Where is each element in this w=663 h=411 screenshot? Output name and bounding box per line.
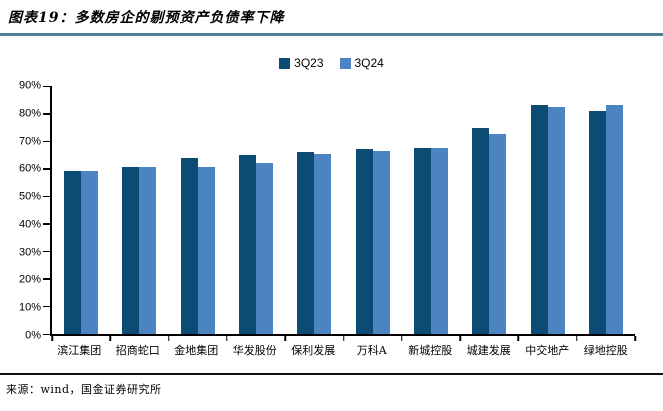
bar-3q24 xyxy=(547,107,565,334)
plot-column: 滨江集团 招商蛇口 金地集团 华发股份 保利发展 万科A 新城控股 城建发展 中交地产 绿地控股 xyxy=(43,85,636,358)
legend-swatch-3q23 xyxy=(279,57,291,69)
y-axis-label: 0% xyxy=(25,329,41,342)
bar-group xyxy=(285,86,343,334)
bar-3q24 xyxy=(81,171,99,334)
x-axis-label: 华发股份 xyxy=(232,344,277,357)
title-divider xyxy=(0,33,663,36)
y-axis-label: 10% xyxy=(18,301,41,314)
x-axis-label: 保利发展 xyxy=(291,344,336,357)
y-axis-labels: 0% 10% 20% 30% 40% 50% 60% 70% 80% 90% xyxy=(0,80,50,341)
x-axis-label: 新城控股 xyxy=(408,344,453,357)
bar-3q23 xyxy=(239,155,257,334)
bar-group xyxy=(169,86,227,334)
bar-3q23 xyxy=(64,171,82,334)
legend-label-3q24: 3Q24 xyxy=(354,56,384,70)
bar-3q23 xyxy=(588,110,606,334)
y-axis-label: 40% xyxy=(18,218,41,231)
y-axis-tick xyxy=(43,250,50,253)
y-axis-tick xyxy=(43,305,50,308)
y-axis-tick xyxy=(43,223,50,225)
bar-group xyxy=(577,86,635,334)
y-axis-label: 70% xyxy=(18,135,41,148)
y-axis-tick xyxy=(43,113,50,115)
y-axis-label: 30% xyxy=(18,246,41,259)
legend-label-3q23: 3Q23 xyxy=(294,56,324,70)
x-axis-tick xyxy=(634,336,636,341)
x-axis-tick xyxy=(459,336,461,341)
x-axis-label: 招商蛇口 xyxy=(115,344,160,357)
bar-3q24 xyxy=(197,166,215,334)
bar-group xyxy=(518,86,576,334)
x-axis-tick xyxy=(51,336,53,341)
bar-chart: 0% 10% 20% 30% 40% 50% 60% 70% 80% 90% 滨江集团 招商蛇口 金地… xyxy=(0,80,663,358)
x-axis-tick xyxy=(109,336,112,341)
y-axis-tick xyxy=(43,168,50,170)
x-axis-tick xyxy=(575,336,578,341)
y-axis-label: 80% xyxy=(18,107,41,120)
bar-3q23 xyxy=(297,151,315,334)
y-axis-label: 20% xyxy=(18,273,41,286)
x-axis-tick xyxy=(517,336,520,341)
y-axis-label: 90% xyxy=(18,79,41,92)
bar-3q24 xyxy=(605,105,623,334)
bar-3q24 xyxy=(489,134,507,334)
bar-3q23 xyxy=(413,148,431,334)
x-axis-label: 中交地产 xyxy=(525,344,570,357)
bar-3q24 xyxy=(372,151,390,334)
x-axis-tick xyxy=(167,336,170,341)
legend-swatch-3q24 xyxy=(339,57,351,69)
x-axis-label: 滨江集团 xyxy=(57,344,102,357)
y-axis-tick xyxy=(43,333,50,335)
x-axis-label: 绿地控股 xyxy=(583,344,628,357)
x-axis-tick xyxy=(226,336,228,341)
footer-divider xyxy=(0,373,663,375)
bar-3q24 xyxy=(314,153,332,334)
x-axis-label: 金地集团 xyxy=(174,344,219,357)
x-axis-label: 万科A xyxy=(356,344,387,357)
legend-item-3q23: 3Q23 xyxy=(279,56,324,70)
bar-group xyxy=(343,86,401,334)
x-axis-tick xyxy=(284,336,286,341)
chart-legend: 3Q23 3Q24 xyxy=(0,56,663,70)
x-axis-tick xyxy=(401,336,403,341)
bar-3q23 xyxy=(530,105,548,334)
bar-group xyxy=(402,86,460,334)
y-axis-tick xyxy=(43,85,50,87)
y-axis-label: 60% xyxy=(18,162,41,175)
bar-3q24 xyxy=(256,162,274,334)
bar-3q24 xyxy=(139,167,157,334)
x-axis-labels: 滨江集团 招商蛇口 金地集团 华发股份 保利发展 万科A 新城控股 城建发展 中交地产 绿地控股 xyxy=(50,342,635,358)
y-axis-tick xyxy=(43,195,50,198)
bar-group xyxy=(460,86,518,334)
bar-3q23 xyxy=(180,158,198,334)
figure-title: 图表19：多数房企的剔预资产负债率下降 xyxy=(8,10,285,26)
legend-item-3q24: 3Q24 xyxy=(339,56,384,70)
x-axis-label: 城建发展 xyxy=(466,344,511,357)
bar-group xyxy=(52,86,110,334)
bar-3q24 xyxy=(430,148,448,334)
x-axis-tick xyxy=(342,336,345,341)
bar-group xyxy=(110,86,168,334)
plot-area xyxy=(43,85,636,341)
bar-3q23 xyxy=(472,127,490,334)
source-note: 来源：wind，国金证券研究所 xyxy=(6,383,162,396)
bar-3q23 xyxy=(355,148,373,334)
y-axis-tick xyxy=(43,140,50,143)
bar-group xyxy=(227,86,285,334)
y-axis-label: 50% xyxy=(18,190,41,203)
bar-3q23 xyxy=(122,167,140,334)
y-axis-tick xyxy=(43,278,50,280)
